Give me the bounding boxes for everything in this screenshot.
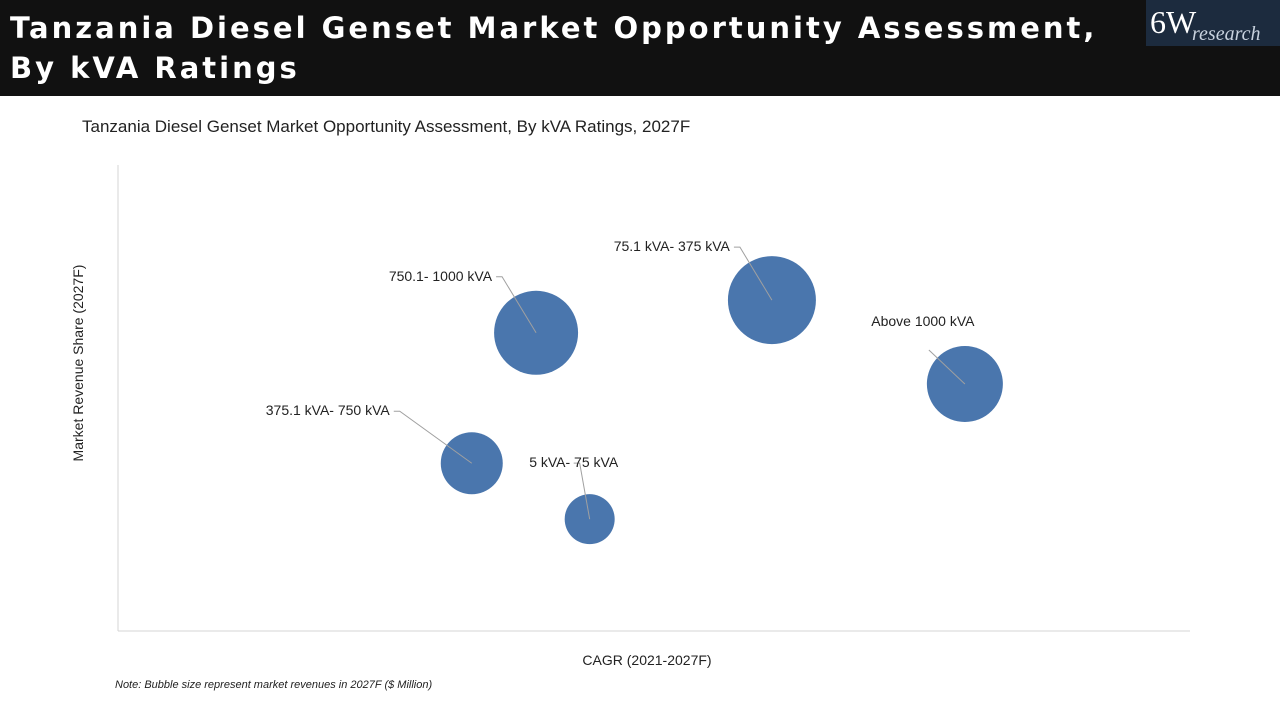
chart-title: Tanzania Diesel Genset Market Opportunit…: [82, 117, 691, 136]
bubble-label-5: 5 kVA- 75 kVA: [529, 454, 619, 470]
bubble-label-2: 75.1 kVA- 375 kVA: [614, 238, 731, 254]
bubble-marks: 750.1- 1000 kVA 75.1 kVA- 375 kVA Above 10…: [266, 238, 1003, 545]
header-bar: Tanzania Diesel Genset Market Opportunit…: [0, 0, 1280, 96]
x-axis-label: CAGR (2021-2027F): [582, 652, 711, 668]
leader-line-1: [496, 276, 537, 334]
bubble-label-4: 375.1 kVA- 750 kVA: [266, 402, 391, 418]
leader-line-4: [393, 410, 473, 464]
chart-note: Note: Bubble size represent market reven…: [115, 679, 433, 691]
leader-line-3: [928, 349, 966, 385]
logo-6w-text: 6W: [1150, 4, 1197, 40]
y-axis-label: Market Revenue Share (2027F): [70, 265, 86, 462]
bubble-label-3: Above 1000 kVA: [871, 313, 975, 329]
leader-line-5: [573, 462, 591, 520]
logo-research-text: research: [1192, 23, 1261, 45]
brand-logo: 6W research: [1146, 0, 1280, 46]
leader-line-2: [733, 246, 773, 301]
bubble-label-1: 750.1- 1000 kVA: [389, 268, 493, 284]
page-title: Tanzania Diesel Genset Market Opportunit…: [10, 11, 1098, 85]
